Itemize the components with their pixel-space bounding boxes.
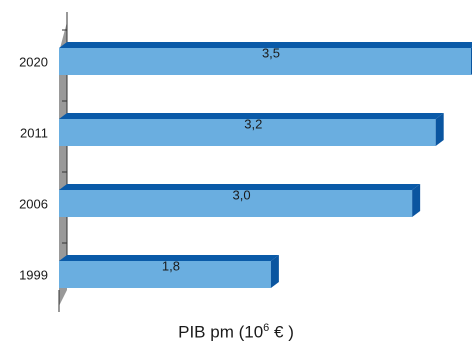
y-tick-label: 2020	[19, 55, 48, 70]
bar-top-face	[59, 184, 421, 190]
y-tick-label: 1999	[19, 268, 48, 283]
bar	[59, 48, 471, 75]
x-axis-label: PIB pm (106 € )	[178, 322, 294, 342]
y-tick-label: 2006	[19, 197, 48, 212]
y-tick-label: 2011	[20, 126, 48, 141]
bar	[59, 261, 271, 288]
bar	[59, 119, 436, 146]
bar-side-face	[270, 255, 279, 288]
chart-back-wall	[59, 22, 67, 306]
bar-top-face	[59, 113, 444, 119]
bar-data-label: 3,5	[262, 46, 280, 61]
bar	[59, 190, 413, 217]
bar-top-face	[59, 255, 279, 261]
bar-side-face	[412, 184, 421, 217]
bar-data-label: 3,2	[244, 117, 262, 132]
bar-data-label: 1,8	[162, 259, 180, 274]
bar-top-face	[59, 42, 472, 48]
bar-data-label: 3,0	[233, 188, 251, 203]
bar-side-face	[435, 113, 444, 146]
